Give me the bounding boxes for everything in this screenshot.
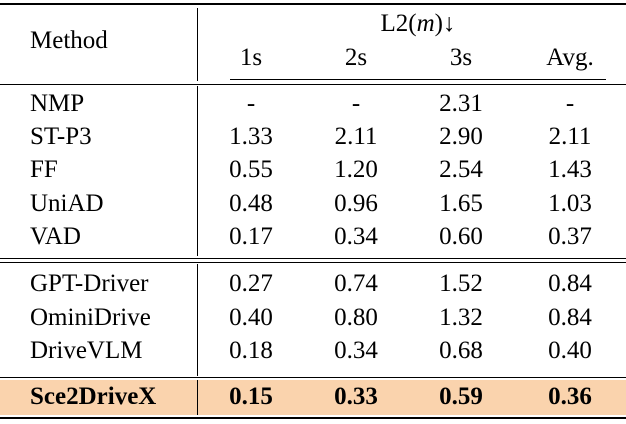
value-1s: 0.27	[229, 270, 273, 297]
value-3s: 2.31	[439, 90, 483, 117]
group-separator-rule-a	[0, 258, 626, 259]
value-avg: 1.43	[548, 156, 592, 183]
value-avg: 0.40	[548, 337, 592, 364]
method-name: VAD	[30, 223, 81, 250]
value-2s: 0.80	[334, 304, 378, 331]
method-name: OminiDrive	[30, 304, 151, 331]
col-header-avg: Avg.	[546, 44, 594, 71]
highlight-value-avg: 0.36	[548, 383, 592, 410]
vertical-separator	[197, 264, 198, 376]
header-rule	[0, 84, 626, 85]
value-1s: 0.17	[229, 223, 273, 250]
value-avg: 1.03	[548, 190, 592, 217]
value-2s: -	[351, 90, 361, 117]
l2-label-prefix: L2(	[380, 10, 417, 37]
value-1s: -	[246, 90, 256, 117]
value-1s: 0.40	[229, 304, 273, 331]
value-3s: 0.68	[439, 337, 483, 364]
value-avg: -	[565, 90, 575, 117]
value-3s: 1.52	[439, 270, 483, 297]
value-3s: 2.90	[439, 123, 483, 150]
method-header: Method	[30, 27, 108, 54]
l2-unit: m	[416, 10, 435, 37]
value-1s: 0.18	[229, 337, 273, 364]
method-name: ST-P3	[30, 123, 92, 150]
value-2s: 0.96	[334, 190, 378, 217]
method-name: GPT-Driver	[30, 270, 149, 297]
value-avg: 0.84	[548, 270, 592, 297]
value-3s: 1.65	[439, 190, 483, 217]
value-avg: 0.37	[548, 223, 592, 250]
highlight-value-1s: 0.15	[229, 383, 273, 410]
value-3s: 1.32	[439, 304, 483, 331]
l2-group-header: L2(m)↓	[381, 9, 456, 39]
value-2s: 0.34	[334, 337, 378, 364]
value-2s: 0.74	[334, 270, 378, 297]
value-3s: 2.54	[439, 156, 483, 183]
method-name: FF	[30, 156, 58, 183]
l2-label-suffix: )↓	[434, 10, 456, 37]
vertical-separator	[197, 380, 198, 415]
group-underline	[230, 79, 606, 80]
bottom-rule	[0, 417, 626, 419]
group-separator-rule-b	[0, 262, 626, 263]
top-rule	[0, 3, 626, 5]
method-name: DriveVLM	[30, 337, 143, 364]
vertical-separator	[197, 8, 198, 81]
highlight-row-background	[0, 380, 626, 415]
col-header-3s: 3s	[449, 44, 473, 71]
vertical-separator	[197, 86, 198, 256]
value-1s: 0.48	[229, 190, 273, 217]
value-1s: 0.55	[229, 156, 273, 183]
value-3s: 0.60	[439, 223, 483, 250]
value-avg: 2.11	[548, 123, 592, 150]
col-header-1s: 1s	[239, 44, 263, 71]
highlight-method-name: Sce2DriveX	[30, 383, 157, 410]
value-1s: 1.33	[229, 123, 273, 150]
method-name: NMP	[30, 90, 85, 117]
highlight-top-rule	[0, 377, 626, 378]
value-2s: 0.34	[334, 223, 378, 250]
value-avg: 0.84	[548, 304, 592, 331]
method-name: UniAD	[30, 190, 104, 217]
highlight-value-2s: 0.33	[334, 383, 378, 410]
highlight-value-3s: 0.59	[439, 383, 483, 410]
value-2s: 2.11	[334, 123, 378, 150]
value-2s: 1.20	[334, 156, 378, 183]
col-header-2s: 2s	[344, 44, 368, 71]
